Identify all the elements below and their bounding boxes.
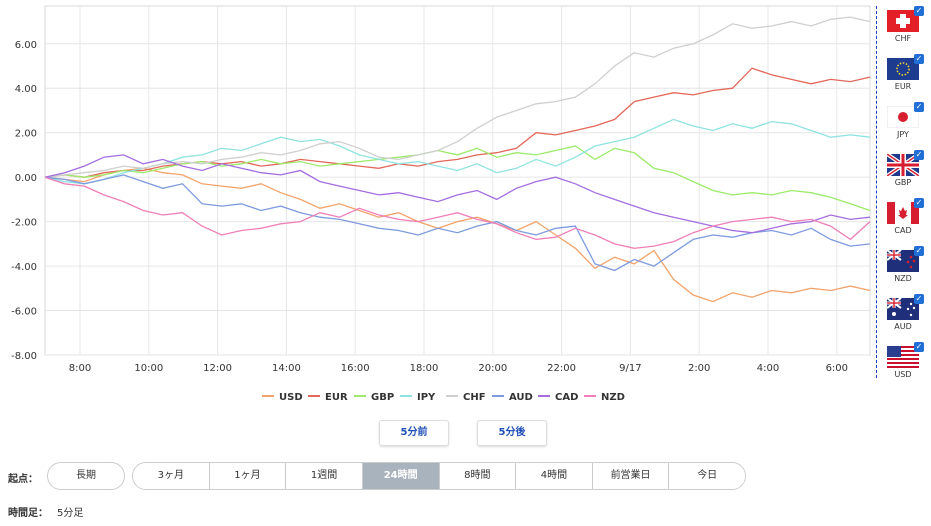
currency-code-label: CHF [894,34,912,43]
y-tick-label: -6.00 [11,307,37,318]
x-axis-tick-labels: 8:00 10:00 12:00 14:00 16:00 18:00 20:00 22:00 9… [69,363,848,374]
plot-border [44,5,871,356]
chart-series-lines [44,16,871,303]
currency-toggle-panel: ✓ CHF ✓ EUR ✓ JPY ✓ GBP ✓ CAD ✓ NZD ✓ AUD ✓ USD [876,6,928,379]
currency-code-label: AUD [894,322,912,331]
period-button[interactable]: 4時間 [516,463,593,489]
x-tick-label: 14:00 [272,363,301,374]
legend-label-eur[interactable]: EUR [325,392,348,400]
new-zealand-flag-icon [887,250,919,272]
checkmark-icon: ✓ [914,54,924,64]
x-tick-label: 16:00 [341,363,370,374]
series-line-usd [44,167,871,303]
currency-code-label: EUR [894,82,912,91]
legend-label-chf[interactable]: CHF [463,392,486,400]
currency-code-label: GBP [894,178,912,187]
period-button[interactable]: 24時間 [362,463,440,489]
timeframe-label: 時間足： [8,508,48,519]
checkmark-icon: ✓ [914,150,924,160]
currency-code-label: NZD [894,274,912,283]
y-tick-label: 2.00 [15,129,37,140]
legend-label-jpy[interactable]: JPY [416,392,436,400]
x-tick-label: 2:00 [688,363,710,374]
checkmark-icon: ✓ [914,294,924,304]
checkmark-icon: ✓ [914,198,924,208]
legend-label-cad[interactable]: CAD [555,392,578,400]
legend-label-nzd[interactable]: NZD [601,392,625,400]
x-tick-label: 12:00 [203,363,232,374]
currency-toggle-chf[interactable]: ✓ CHF [885,6,924,43]
uk-flag-icon [887,154,919,176]
series-line-gbp [44,145,871,212]
checkmark-icon: ✓ [914,6,924,16]
period-button[interactable]: 3ヶ月 [133,463,210,489]
currency-code-label: CAD [894,226,912,235]
canada-flag-icon [887,202,919,224]
period-button[interactable]: 前営業日 [592,463,670,489]
x-tick-label: 6:00 [826,363,848,374]
origin-label: 起点： [8,474,38,485]
period-button[interactable]: 8時間 [439,463,517,489]
checkmark-icon: ✓ [914,342,924,352]
x-tick-label: 10:00 [134,363,163,374]
timeframe-value: 5分足 [57,508,84,519]
x-tick-label: 18:00 [410,363,439,374]
eu-flag-icon [887,58,919,80]
series-line-jpy [44,118,871,185]
x-tick-label: 20:00 [478,363,507,374]
currency-toggle-usd[interactable]: ✓ USD [885,342,924,379]
swiss-flag-icon [887,10,919,32]
currency-toggle-aud[interactable]: ✓ AUD [885,294,924,331]
currency-strength-chart: 6.00 4.00 2.00 0.00 -2.00 -4.00 -6.00 -8.00 8:0… [11,5,871,400]
checkmark-icon: ✓ [914,246,924,256]
period-selector: 3ヶ月 1ヶ月 1週間 24時間 8時間 4時間 前営業日 今日 [132,462,746,490]
chart-legend: USD EUR GBP JPY CHF AUD CAD NZD [262,392,625,400]
series-line-aud [44,174,871,272]
currency-toggle-nzd[interactable]: ✓ NZD [885,246,924,283]
period-button[interactable]: 今日 [669,463,745,489]
series-line-chf [44,16,871,178]
y-tick-label: -2.00 [11,218,37,229]
x-tick-label: 9/17 [619,363,641,374]
x-tick-label: 8:00 [69,363,91,374]
currency-toggle-gbp[interactable]: ✓ GBP [885,150,924,187]
currency-code-label: USD [894,370,912,379]
x-tick-label: 22:00 [547,363,576,374]
japan-flag-icon [887,106,919,128]
legend-label-aud[interactable]: AUD [509,392,533,400]
y-axis-tick-labels: 6.00 4.00 2.00 0.00 -2.00 -4.00 -6.00 -8.00 [11,40,37,362]
prev-5min-button[interactable]: 5分前 [379,420,449,446]
next-5min-button[interactable]: 5分後 [477,420,547,446]
y-tick-label: -4.00 [11,262,37,273]
y-tick-label: 4.00 [15,84,37,95]
legend-label-gbp[interactable]: GBP [371,392,394,400]
currency-toggle-eur[interactable]: ✓ EUR [885,54,924,91]
period-button[interactable]: 1ヶ月 [209,463,287,489]
chart-grid [44,5,871,356]
checkmark-icon: ✓ [914,102,924,112]
longterm-button[interactable]: 長期 [47,462,125,490]
y-tick-label: 6.00 [15,40,37,51]
legend-label-usd[interactable]: USD [279,392,303,400]
x-tick-label: 4:00 [757,363,779,374]
australia-flag-icon [887,298,919,320]
y-tick-label: 0.00 [15,173,37,184]
usa-flag-icon [887,346,919,368]
currency-code-label: JPY [897,130,909,139]
currency-toggle-jpy[interactable]: ✓ JPY [885,102,924,139]
currency-toggle-cad[interactable]: ✓ CAD [885,198,924,235]
period-button[interactable]: 1週間 [286,463,363,489]
series-line-cad [44,154,871,234]
y-tick-label: -8.00 [11,351,37,362]
series-line-nzd [44,176,871,249]
